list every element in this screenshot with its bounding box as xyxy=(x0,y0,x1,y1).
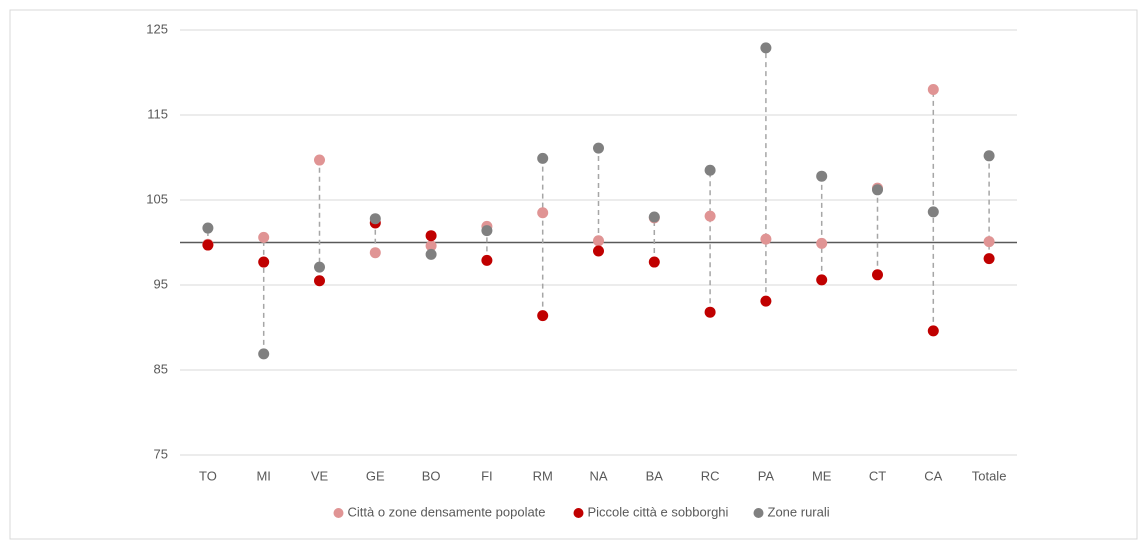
x-tick-label: CT xyxy=(869,468,886,483)
dot xyxy=(258,231,270,243)
dot xyxy=(872,269,883,281)
dot xyxy=(983,150,995,162)
dot xyxy=(202,239,214,251)
dot xyxy=(816,237,828,249)
x-tick-label: RM xyxy=(533,468,553,483)
dot xyxy=(648,211,660,223)
dot xyxy=(927,206,939,218)
dot xyxy=(983,236,995,248)
dot xyxy=(425,248,437,260)
legend-label: Piccole città e sobborghi xyxy=(588,504,729,519)
x-tick-label: CA xyxy=(924,468,942,483)
dot xyxy=(704,210,716,222)
x-tick-label: FI xyxy=(481,468,493,483)
x-tick-label: Totale xyxy=(972,468,1007,483)
dot xyxy=(481,254,493,266)
dot xyxy=(258,348,270,360)
x-tick-label: MI xyxy=(256,468,270,483)
x-tick-label: TO xyxy=(199,468,217,483)
legend-marker xyxy=(753,508,764,518)
dot xyxy=(816,170,828,182)
dot xyxy=(983,253,995,265)
dot xyxy=(314,275,325,287)
dot xyxy=(593,245,604,257)
chart-frame xyxy=(9,9,1138,540)
dot xyxy=(314,261,325,273)
dot xyxy=(314,154,325,166)
dot xyxy=(537,310,549,322)
y-tick-label: 75 xyxy=(154,446,168,461)
dot xyxy=(927,325,939,337)
dot xyxy=(537,152,549,164)
legend-marker xyxy=(333,508,344,518)
x-tick-label: BO xyxy=(422,468,441,483)
dot xyxy=(537,207,549,219)
y-tick-label: 125 xyxy=(146,21,168,36)
y-tick-label: 95 xyxy=(154,276,168,291)
dot xyxy=(927,84,939,95)
dot xyxy=(593,235,604,247)
dot xyxy=(760,42,772,54)
dot xyxy=(648,256,660,268)
x-tick-label: RC xyxy=(701,468,720,483)
x-tick-label: VE xyxy=(311,468,329,483)
dot xyxy=(481,225,493,237)
y-tick-label: 85 xyxy=(154,361,168,376)
dot xyxy=(258,256,270,268)
dot xyxy=(369,213,381,225)
x-tick-label: ME xyxy=(812,468,832,483)
dot xyxy=(425,230,437,242)
dot xyxy=(593,142,604,154)
dot xyxy=(760,295,772,307)
legend-marker xyxy=(573,508,584,518)
legend-label: Città o zone densamente popolate xyxy=(348,504,546,519)
x-tick-label: PA xyxy=(758,468,775,483)
y-tick-label: 115 xyxy=(147,106,168,121)
dot xyxy=(704,306,716,318)
dot xyxy=(425,240,437,252)
legend-label: Zone rurali xyxy=(768,504,830,519)
dot xyxy=(202,222,214,234)
x-tick-label: BA xyxy=(646,468,664,483)
dot xyxy=(704,164,716,176)
x-tick-label: GE xyxy=(366,468,385,483)
x-tick-label: NA xyxy=(589,468,607,483)
y-tick-label: 105 xyxy=(146,191,168,206)
dot xyxy=(816,274,828,286)
dot xyxy=(760,233,772,245)
dot xyxy=(872,184,883,196)
dot xyxy=(369,247,381,259)
